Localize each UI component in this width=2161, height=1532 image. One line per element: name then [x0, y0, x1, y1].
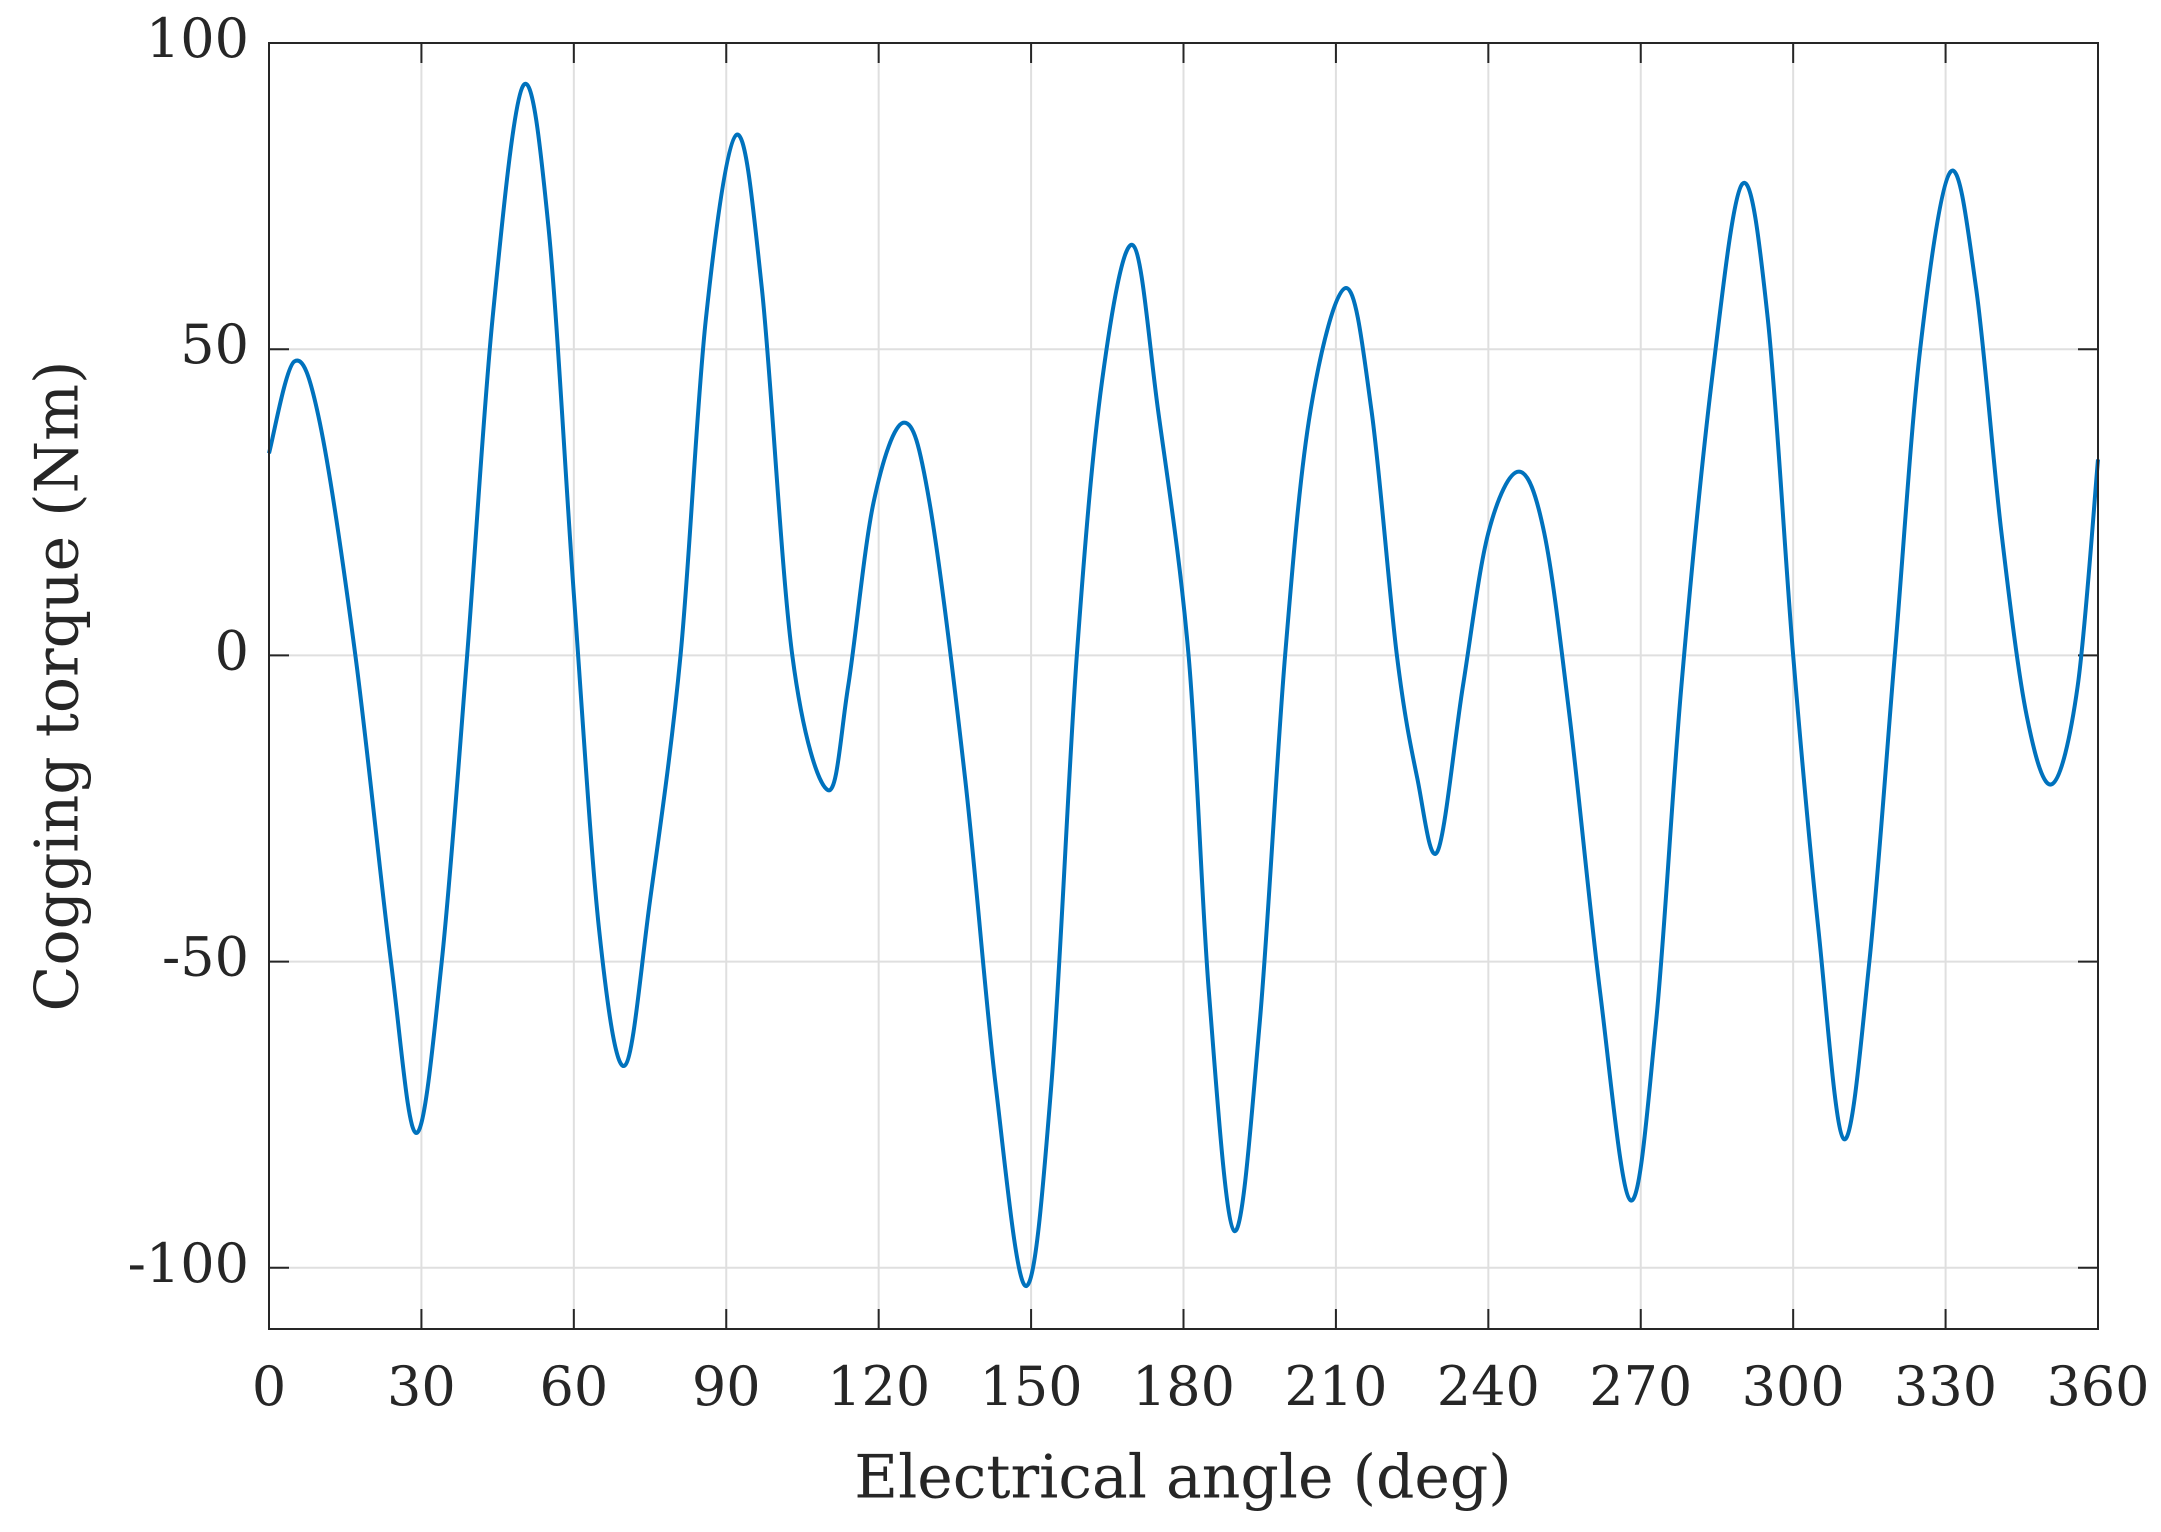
x-tick-label: 240 [1437, 1355, 1540, 1418]
x-tick-label: 0 [252, 1355, 286, 1418]
x-tick-label: 210 [1284, 1355, 1387, 1418]
x-tick-label: 60 [539, 1355, 608, 1418]
x-tick-label: 180 [1132, 1355, 1235, 1418]
y-tick-label: -50 [162, 926, 249, 989]
y-tick-label: 50 [180, 313, 249, 376]
y-axis-label: Cogging torque (Nm) [23, 361, 93, 1012]
x-tick-label: 300 [1742, 1355, 1845, 1418]
x-tick-label: 360 [2046, 1355, 2149, 1418]
y-tick-label: 100 [146, 7, 249, 70]
x-axis-label: Electrical angle (deg) [854, 1443, 1511, 1513]
x-tick-label: 120 [827, 1355, 930, 1418]
x-tick-label: 330 [1894, 1355, 1997, 1418]
data-line [267, 81, 2100, 1289]
x-tick-label: 150 [980, 1355, 1083, 1418]
x-tick-label: 90 [692, 1355, 761, 1418]
plot-frame [268, 42, 2099, 1330]
x-tick-label: 30 [387, 1355, 456, 1418]
y-tick-label: 0 [215, 619, 249, 682]
y-tick-label: -100 [128, 1232, 249, 1295]
x-tick-label: 270 [1589, 1355, 1692, 1418]
